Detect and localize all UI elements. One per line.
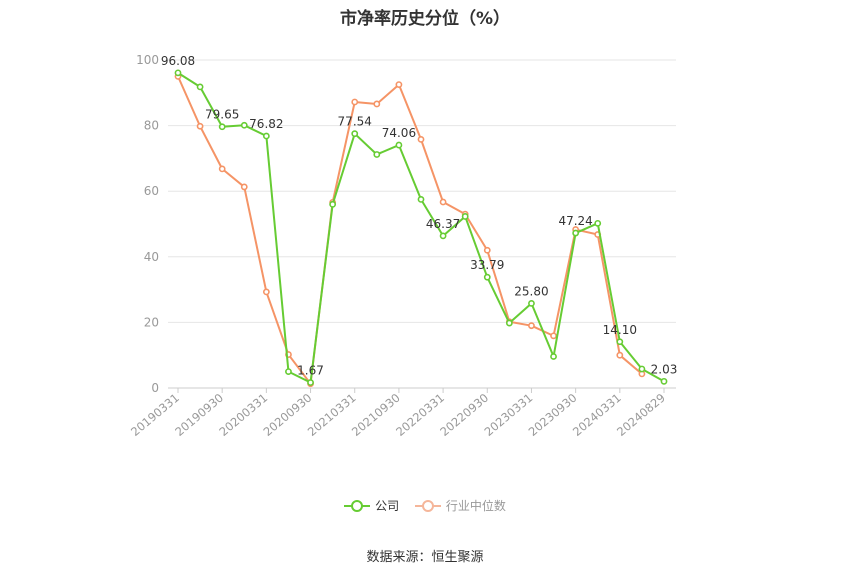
data-point-industry (483, 246, 491, 254)
legend-item-industry[interactable]: 行业中位数 (414, 497, 506, 514)
data-point-company (594, 219, 602, 227)
data-label: 76.82 (249, 117, 283, 131)
x-tick-label: 20210331 (305, 391, 359, 439)
data-point-company (196, 83, 204, 91)
data-label: 79.65 (205, 108, 239, 122)
data-label: 33.79 (470, 258, 504, 272)
x-tick-label: 20190930 (172, 391, 226, 439)
data-point-company (174, 69, 182, 77)
gridlines (168, 59, 676, 323)
data-point-company (461, 213, 469, 220)
x-tick-label: 20200331 (216, 391, 270, 439)
data-point-company (439, 232, 447, 240)
data-label: 46.37 (426, 217, 460, 231)
data-point-company (417, 195, 425, 203)
x-tick-label: 20240331 (570, 391, 624, 439)
data-point-industry (196, 122, 204, 130)
data-point-company (638, 365, 646, 373)
y-tick-label: 80 (144, 119, 159, 133)
series-line-industry (177, 75, 643, 385)
data-point-company (572, 229, 580, 237)
data-label: 77.54 (338, 115, 372, 129)
series-layer (174, 69, 668, 388)
data-point-company (240, 121, 248, 129)
legend-company-marker (344, 499, 371, 513)
x-tick-label: 20230331 (482, 391, 536, 439)
data-label: 47.24 (558, 214, 592, 228)
legend-item-company[interactable]: 公司 (344, 497, 399, 514)
y-tick-label: 20 (144, 315, 159, 329)
data-point-company (373, 151, 381, 158)
data-label: 14.10 (603, 323, 637, 337)
data-label: 96.08 (161, 54, 195, 68)
data-point-company (329, 200, 337, 208)
data-point-industry (550, 332, 557, 340)
line-chart: 0 20 40 60 80 100 2019033120190930202003312020… (128, 53, 678, 439)
data-point-company (483, 273, 491, 281)
data-point-company (395, 141, 403, 149)
legend-industry-marker (414, 499, 441, 513)
y-tick-label: 100 (136, 53, 159, 67)
data-point-company (285, 368, 292, 375)
legend: 公司 行业中位数 (0, 497, 850, 516)
y-tick-label: 60 (144, 184, 159, 198)
data-point-company (307, 379, 314, 386)
chart-title: 市净率历史分位（%） (339, 9, 511, 29)
data-point-company (218, 123, 226, 131)
data-point-industry (262, 288, 270, 296)
legend-company-label: 公司 (375, 499, 400, 513)
data-label: 2.03 (651, 362, 678, 376)
x-tick-label: 20190331 (128, 391, 182, 439)
y-tick-label: 40 (144, 250, 159, 264)
source-note: 数据来源：恒生聚源 (366, 550, 484, 565)
data-point-company (550, 353, 557, 360)
data-label: 74.06 (382, 126, 416, 140)
x-tick-label: 20220331 (393, 391, 447, 439)
data-point-industry (395, 81, 403, 88)
data-point-industry (439, 198, 447, 206)
data-point-company (660, 377, 668, 385)
data-point-industry (616, 351, 624, 359)
data-label: 25.80 (514, 284, 548, 298)
x-tick-label: 20220930 (437, 391, 491, 439)
y-tick-label: 0 (151, 381, 159, 395)
data-point-company (528, 299, 535, 307)
data-point-company (505, 319, 513, 327)
data-point-industry (417, 135, 425, 143)
data-point-company (616, 338, 624, 346)
data-point-industry (528, 322, 535, 330)
x-tick-label: 20200930 (261, 391, 315, 439)
data-point-company (351, 130, 359, 138)
data-point-industry (373, 100, 381, 108)
data-point-industry (351, 98, 359, 106)
data-label: 1.67 (297, 364, 324, 378)
data-point-industry (240, 183, 248, 191)
data-point-industry (218, 165, 226, 173)
x-tick-label: 20230930 (526, 391, 580, 439)
legend-industry-label: 行业中位数 (445, 499, 506, 513)
data-labels: 96.08 79.65 76.82 1.67 77.54 74.06 46.37 33.79 2… (161, 54, 678, 378)
x-tick-label: 20240829 (614, 391, 668, 439)
data-point-company (262, 132, 270, 140)
x-tick-label: 20210930 (349, 391, 403, 439)
